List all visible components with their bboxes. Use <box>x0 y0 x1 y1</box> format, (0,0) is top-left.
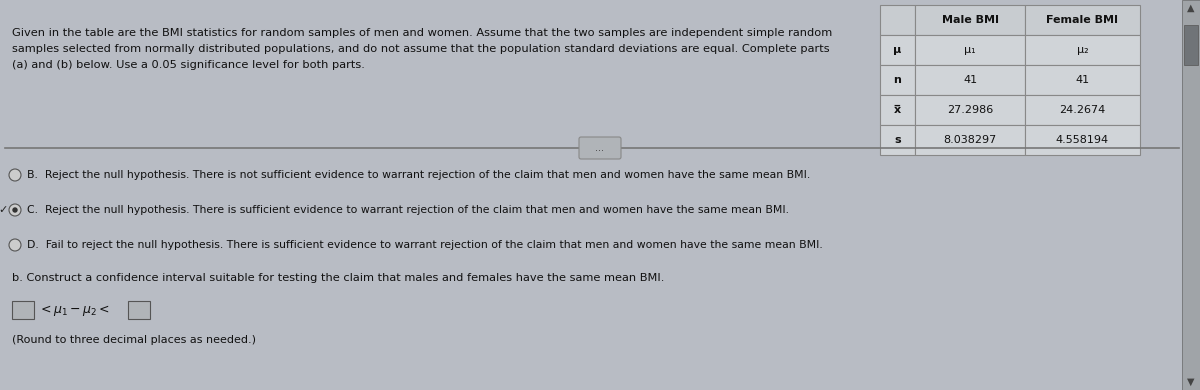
Text: 41: 41 <box>962 75 977 85</box>
Text: n: n <box>894 75 901 85</box>
Text: s: s <box>894 135 901 145</box>
Bar <box>1025 65 1140 95</box>
Text: μ: μ <box>893 45 901 55</box>
Bar <box>12 301 34 319</box>
Text: ▼: ▼ <box>1187 377 1195 387</box>
Bar <box>916 125 1025 155</box>
Bar <box>1025 95 1140 125</box>
Text: ✓: ✓ <box>0 205 7 215</box>
Text: x̅: x̅ <box>894 105 901 115</box>
Text: ▲: ▲ <box>1187 3 1195 13</box>
Circle shape <box>10 239 22 251</box>
Bar <box>880 35 916 65</box>
Text: ...: ... <box>595 143 605 153</box>
Bar <box>1025 5 1140 35</box>
Bar <box>880 95 916 125</box>
Text: B.  Reject the null hypothesis. There is not sufficient evidence to warrant reje: B. Reject the null hypothesis. There is … <box>28 170 810 180</box>
Text: μ₂: μ₂ <box>1076 45 1088 55</box>
Text: D.  Fail to reject the null hypothesis. There is sufficient evidence to warrant : D. Fail to reject the null hypothesis. T… <box>28 240 823 250</box>
Text: 8.038297: 8.038297 <box>943 135 997 145</box>
FancyBboxPatch shape <box>580 137 622 159</box>
Text: Female BMI: Female BMI <box>1046 15 1118 25</box>
Bar <box>1184 25 1198 65</box>
Circle shape <box>10 169 22 181</box>
Bar <box>1025 125 1140 155</box>
Bar <box>880 125 916 155</box>
Bar <box>1182 0 1200 390</box>
Text: b. Construct a confidence interval suitable for testing the claim that males and: b. Construct a confidence interval suita… <box>12 273 665 283</box>
Text: (Round to three decimal places as needed.): (Round to three decimal places as needed… <box>12 335 256 345</box>
Bar <box>916 5 1025 35</box>
Text: Male BMI: Male BMI <box>942 15 998 25</box>
Text: samples selected from normally distributed populations, and do not assume that t: samples selected from normally distribut… <box>12 44 829 54</box>
Bar <box>880 5 916 35</box>
Text: μ₁: μ₁ <box>964 45 976 55</box>
Bar <box>916 95 1025 125</box>
Text: 4.558194: 4.558194 <box>1056 135 1109 145</box>
Text: $<\mu_1 - \mu_2<$: $<\mu_1 - \mu_2<$ <box>38 303 110 317</box>
Bar <box>916 65 1025 95</box>
Text: 27.2986: 27.2986 <box>947 105 994 115</box>
Circle shape <box>12 207 18 213</box>
Text: Given in the table are the BMI statistics for random samples of men and women. A: Given in the table are the BMI statistic… <box>12 28 833 38</box>
Text: 24.2674: 24.2674 <box>1060 105 1105 115</box>
Bar <box>880 65 916 95</box>
Bar <box>1025 35 1140 65</box>
Circle shape <box>10 204 22 216</box>
Bar <box>128 301 150 319</box>
Text: C.  Reject the null hypothesis. There is sufficient evidence to warrant rejectio: C. Reject the null hypothesis. There is … <box>28 205 790 215</box>
Text: (a) and (b) below. Use a 0.05 significance level for both parts.: (a) and (b) below. Use a 0.05 significan… <box>12 60 365 70</box>
Text: 41: 41 <box>1075 75 1090 85</box>
Bar <box>916 35 1025 65</box>
